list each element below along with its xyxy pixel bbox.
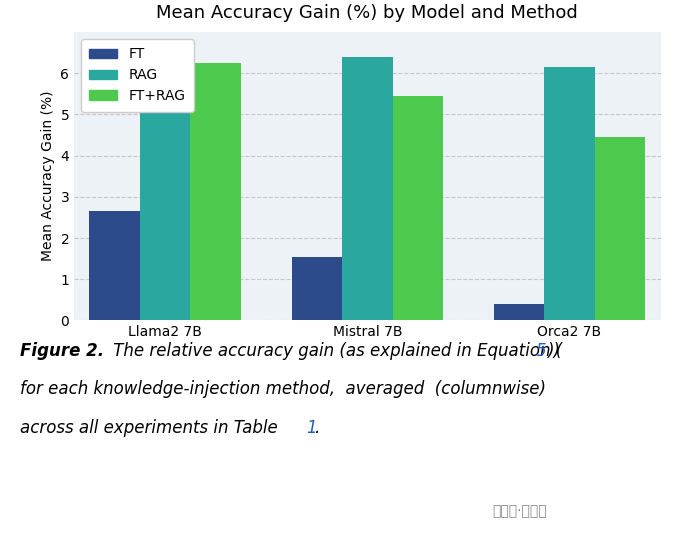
Text: 1: 1 — [307, 419, 317, 437]
Bar — [291, 256, 342, 320]
Text: Figure 2.: Figure 2. — [20, 342, 104, 360]
Bar — [545, 67, 594, 320]
Bar — [342, 57, 392, 320]
Bar — [89, 211, 140, 320]
Text: 公众号·量子位: 公众号·量子位 — [492, 504, 547, 518]
Text: )): )) — [547, 342, 560, 360]
Bar — [594, 137, 645, 320]
Bar — [493, 304, 545, 320]
Text: across all experiments in Table: across all experiments in Table — [20, 419, 283, 437]
Text: for each knowledge-injection method,  averaged  (columnwise): for each knowledge-injection method, ave… — [20, 380, 546, 398]
Bar — [191, 63, 241, 320]
Text: .: . — [314, 419, 319, 437]
Y-axis label: Mean Accuracy Gain (%): Mean Accuracy Gain (%) — [41, 91, 55, 262]
Bar — [392, 96, 443, 320]
Text: 5: 5 — [536, 342, 547, 360]
Bar — [140, 80, 190, 320]
Text: The relative accuracy gain (as explained in Equation (: The relative accuracy gain (as explained… — [108, 342, 562, 360]
Title: Mean Accuracy Gain (%) by Model and Method: Mean Accuracy Gain (%) by Model and Meth… — [156, 4, 578, 22]
Legend: FT, RAG, FT+RAG: FT, RAG, FT+RAG — [81, 39, 193, 112]
